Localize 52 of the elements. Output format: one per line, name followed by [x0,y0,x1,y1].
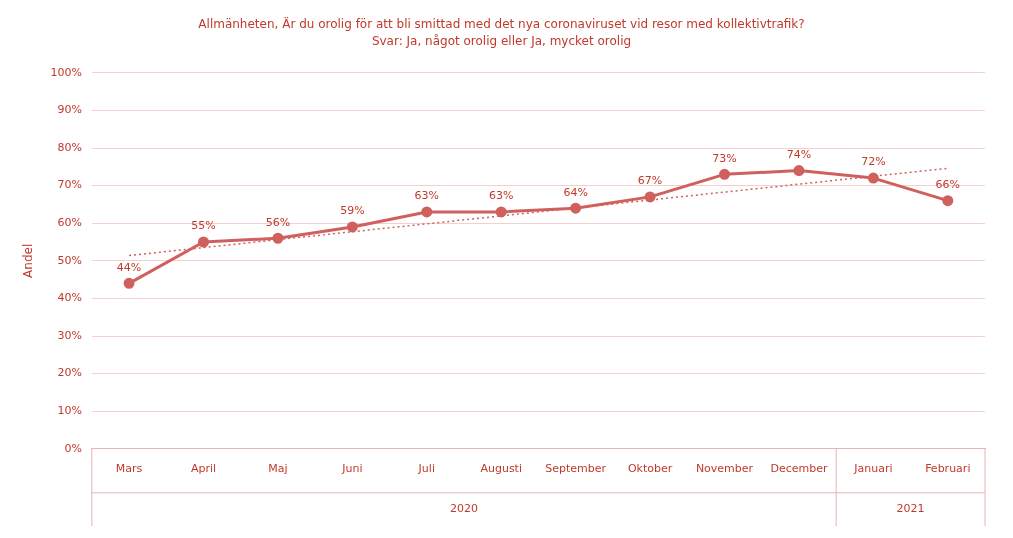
point [719,168,730,180]
y-tick-label: 0% [64,441,82,455]
chart-title: Allmänheten, Är du orolig för att bli smittad med det nya coronaviruset vid resor med kollektivtrafik? [198,16,805,32]
y-tick-label: 50% [57,253,82,267]
data-label: 63% [414,189,440,203]
point [793,165,805,177]
y-axis-title: Andel [21,243,36,278]
x-tick-label: Maj [268,462,288,476]
x-tick-label: Mars [115,462,143,476]
point [272,232,284,244]
point [495,206,507,218]
point [346,221,358,233]
x-tick-label: November [695,462,754,476]
data-label: 73% [712,151,737,165]
chart-subtitle: Svar: Ja, något orolig eller Ja, mycket orolig [371,33,632,48]
y-tick-label: 80% [57,140,82,154]
x-tick-label: Juli [417,462,435,476]
y-tick-label: 100% [50,65,82,79]
point [644,191,656,203]
data-label: 64% [563,185,588,199]
x-tick-label: December [770,462,828,476]
data-label: 44% [116,260,142,274]
data-label: 66% [935,178,961,191]
y-tick-label: 60% [57,216,82,230]
y-tick-label: 40% [57,291,82,305]
y-tick-label: 30% [57,328,82,342]
data-label: 55% [191,219,216,233]
x-tick-label: Februari [925,462,971,476]
y-tick-label: 90% [57,103,82,117]
x-tick-label: Oktober [627,462,673,476]
data-label: 63% [488,189,514,203]
data-label: 67% [637,174,663,188]
x-tick-label: Januari [853,462,893,476]
text: 2020 [449,501,478,515]
point [867,172,879,184]
data-label: 59% [340,204,365,218]
y-tick-label: 20% [57,366,82,380]
point [123,277,135,289]
x-tick-label: April [190,462,217,476]
point [570,202,582,214]
data-label: 74% [786,147,812,161]
data-label: 56% [265,215,291,229]
x-tick-label: Augusti [480,462,522,476]
point [942,195,954,207]
y-tick-label: 10% [57,404,82,418]
data-label: 72% [861,155,886,169]
text: 2021 [896,501,925,515]
point [421,206,433,218]
x-tick-label: September [545,462,607,476]
x-tick-label: Juni [341,462,363,476]
y-tick-label: 70% [57,178,82,192]
point [197,236,209,248]
